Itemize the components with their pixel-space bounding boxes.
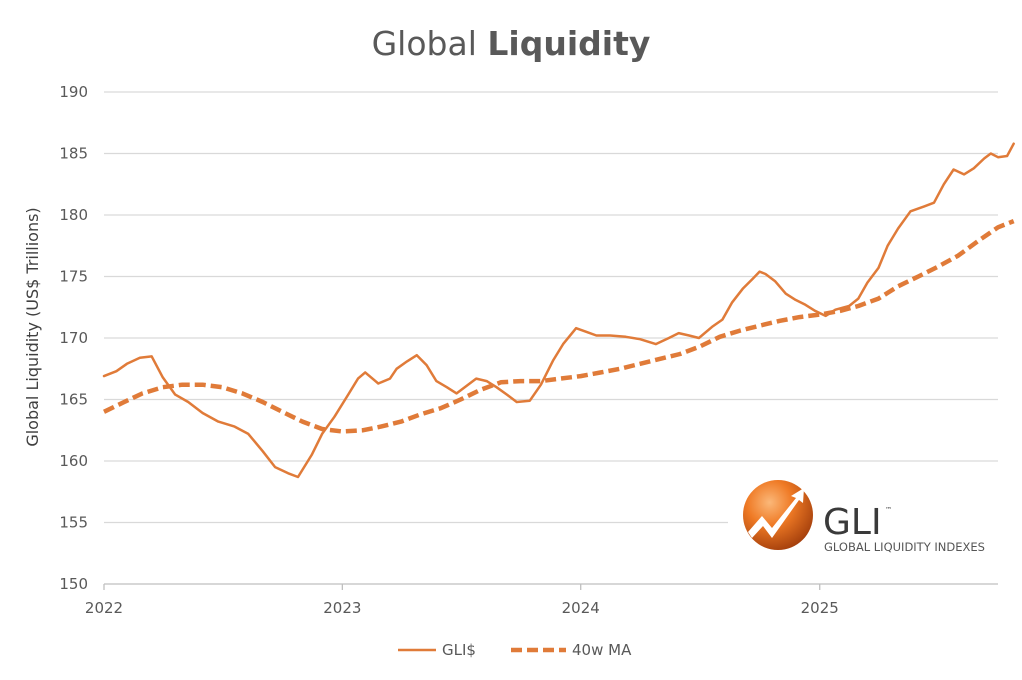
y-tick-label: 155 (59, 514, 88, 532)
y-tick-labels: 150 155 160 165 170 175 180 185 190 (59, 83, 88, 593)
series-line-gli (102, 142, 1015, 479)
x-tick-label: 2022 (85, 599, 123, 617)
grid-lines (104, 91, 998, 585)
chart-title-regular: Global (372, 24, 488, 63)
logo-name: GLI (823, 502, 882, 543)
series-line-ma40 (103, 219, 1015, 434)
y-tick-label: 175 (59, 268, 88, 286)
y-tick-label: 160 (59, 452, 88, 470)
logo-trademark: ™ (885, 506, 892, 514)
gli-logo: GLI ™ GLOBAL LIQUIDITY INDEXES (728, 470, 1002, 578)
series-lines (102, 142, 1015, 479)
x-tick-label: 2025 (801, 599, 839, 617)
x-tick-label: 2023 (323, 599, 361, 617)
legend: GLI$ 40w MA (398, 641, 632, 659)
chart-title-bold: Liquidity (487, 24, 650, 63)
legend-label-ma40: 40w MA (572, 641, 632, 659)
logo-subtitle: GLOBAL LIQUIDITY INDEXES (824, 540, 985, 554)
legend-label-gli: GLI$ (442, 641, 476, 659)
chart-title: Global Liquidity (372, 24, 651, 63)
logo-rising-arrow-icon (748, 488, 804, 538)
y-tick-label: 165 (59, 391, 88, 409)
y-tick-label: 180 (59, 206, 88, 224)
x-tick-label: 2024 (562, 599, 600, 617)
y-tick-label: 170 (59, 329, 88, 347)
x-tick-labels: 2022 2023 2024 2025 (85, 584, 839, 617)
y-tick-label: 185 (59, 145, 88, 163)
y-tick-label: 150 (59, 575, 88, 593)
y-axis-label: Global Liquidity (US$ Trillions) (23, 207, 42, 446)
y-tick-label: 190 (59, 83, 88, 101)
